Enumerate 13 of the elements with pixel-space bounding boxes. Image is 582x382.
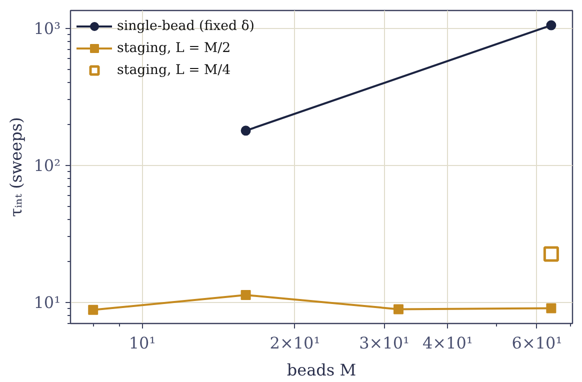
y-axis-title: τᵢₙₜ (sweeps) bbox=[6, 117, 26, 217]
x-tick-label: 6×10¹ bbox=[512, 334, 562, 352]
y-tick-label: 10¹ bbox=[34, 292, 61, 312]
x-tick-label: 4×10¹ bbox=[422, 334, 473, 352]
y-tick-label: 10³ bbox=[34, 18, 61, 38]
x-tick-label: 10¹ bbox=[128, 334, 156, 352]
x-tick-label: 2×10¹ bbox=[270, 334, 320, 352]
legend-label: single-bead (fixed δ) bbox=[117, 18, 254, 34]
x-tick-label: 3×10¹ bbox=[359, 334, 410, 352]
y-tick-label: 10² bbox=[34, 156, 61, 175]
legend-label: staging, L = M/4 bbox=[117, 62, 231, 78]
x-axis-title: beads M bbox=[286, 360, 356, 380]
legend-label: staging, L = M/2 bbox=[117, 40, 231, 56]
